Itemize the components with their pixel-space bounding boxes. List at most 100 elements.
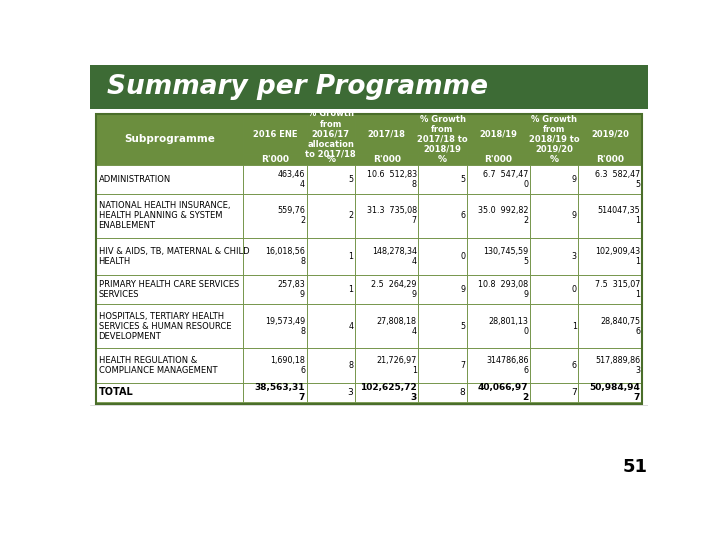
FancyBboxPatch shape <box>578 348 642 383</box>
FancyBboxPatch shape <box>467 154 530 165</box>
FancyBboxPatch shape <box>467 165 530 194</box>
Text: 1,690,18
6: 1,690,18 6 <box>270 356 305 375</box>
Text: HOSPITALS, TERTIARY HEALTH
SERVICES & HUMAN RESOURCE
DEVELOPMENT: HOSPITALS, TERTIARY HEALTH SERVICES & HU… <box>99 312 231 341</box>
Text: Subprogramme: Subprogramme <box>125 134 215 145</box>
Text: 102,625,72
3: 102,625,72 3 <box>360 383 417 402</box>
FancyBboxPatch shape <box>418 383 467 402</box>
Text: 2018/19: 2018/19 <box>480 130 517 139</box>
FancyBboxPatch shape <box>90 65 648 110</box>
FancyBboxPatch shape <box>96 305 243 348</box>
FancyBboxPatch shape <box>307 383 355 402</box>
Text: 4: 4 <box>348 322 354 330</box>
Text: 19,573,49
8: 19,573,49 8 <box>265 316 305 336</box>
FancyBboxPatch shape <box>418 305 467 348</box>
Text: 21,726,97
1: 21,726,97 1 <box>377 356 417 375</box>
FancyBboxPatch shape <box>96 383 243 402</box>
FancyBboxPatch shape <box>418 154 467 165</box>
Text: 8: 8 <box>459 388 465 397</box>
Text: 5: 5 <box>460 322 465 330</box>
Text: 6: 6 <box>572 361 577 370</box>
FancyBboxPatch shape <box>578 194 642 238</box>
Text: 3: 3 <box>348 388 354 397</box>
FancyBboxPatch shape <box>307 114 355 154</box>
FancyBboxPatch shape <box>467 238 530 275</box>
Text: 102,909,43
1: 102,909,43 1 <box>595 247 640 266</box>
FancyBboxPatch shape <box>578 165 642 194</box>
FancyBboxPatch shape <box>96 165 243 194</box>
FancyBboxPatch shape <box>355 238 418 275</box>
Text: 463,46
4: 463,46 4 <box>278 170 305 189</box>
Text: R'000: R'000 <box>485 155 513 164</box>
Text: % Growth
from
2016/17
allocation
to 2017/18: % Growth from 2016/17 allocation to 2017… <box>305 110 356 159</box>
FancyBboxPatch shape <box>578 275 642 305</box>
FancyBboxPatch shape <box>467 194 530 238</box>
FancyBboxPatch shape <box>530 154 578 165</box>
FancyBboxPatch shape <box>96 114 243 165</box>
Text: 130,745,59
5: 130,745,59 5 <box>483 247 528 266</box>
FancyBboxPatch shape <box>355 383 418 402</box>
FancyBboxPatch shape <box>418 114 467 154</box>
Text: %: % <box>550 155 559 164</box>
FancyBboxPatch shape <box>307 305 355 348</box>
FancyBboxPatch shape <box>96 238 243 275</box>
FancyBboxPatch shape <box>418 238 467 275</box>
FancyBboxPatch shape <box>307 194 355 238</box>
FancyBboxPatch shape <box>307 154 355 165</box>
Text: 27,808,18
4: 27,808,18 4 <box>377 316 417 336</box>
FancyBboxPatch shape <box>578 305 642 348</box>
FancyBboxPatch shape <box>243 238 307 275</box>
Text: 28,840,75
6: 28,840,75 6 <box>600 316 640 336</box>
Text: 1: 1 <box>572 322 577 330</box>
Text: 1: 1 <box>348 252 354 261</box>
FancyBboxPatch shape <box>307 275 355 305</box>
FancyBboxPatch shape <box>578 238 642 275</box>
FancyBboxPatch shape <box>243 154 307 165</box>
Text: % Growth
from
2018/19 to
2019/20: % Growth from 2018/19 to 2019/20 <box>529 114 580 154</box>
FancyBboxPatch shape <box>355 305 418 348</box>
FancyBboxPatch shape <box>530 165 578 194</box>
FancyBboxPatch shape <box>530 305 578 348</box>
FancyBboxPatch shape <box>530 238 578 275</box>
Text: HIV & AIDS, TB, MATERNAL & CHILD
HEALTH: HIV & AIDS, TB, MATERNAL & CHILD HEALTH <box>99 247 249 266</box>
FancyBboxPatch shape <box>355 154 418 165</box>
Text: 7: 7 <box>571 388 577 397</box>
Text: 6: 6 <box>460 211 465 220</box>
FancyBboxPatch shape <box>467 275 530 305</box>
FancyBboxPatch shape <box>530 194 578 238</box>
Text: 514047,35
1: 514047,35 1 <box>598 206 640 225</box>
Text: R'000: R'000 <box>596 155 624 164</box>
FancyBboxPatch shape <box>467 348 530 383</box>
FancyBboxPatch shape <box>355 194 418 238</box>
Text: 38,563,31
7: 38,563,31 7 <box>255 383 305 402</box>
Text: 5: 5 <box>348 175 354 184</box>
Text: 559,76
2: 559,76 2 <box>277 206 305 225</box>
FancyBboxPatch shape <box>578 154 642 165</box>
FancyBboxPatch shape <box>307 165 355 194</box>
FancyBboxPatch shape <box>243 165 307 194</box>
FancyBboxPatch shape <box>243 383 307 402</box>
FancyBboxPatch shape <box>418 194 467 238</box>
FancyBboxPatch shape <box>418 165 467 194</box>
Text: R'000: R'000 <box>373 155 400 164</box>
FancyBboxPatch shape <box>243 275 307 305</box>
FancyBboxPatch shape <box>467 383 530 402</box>
FancyBboxPatch shape <box>355 348 418 383</box>
Text: 7: 7 <box>460 361 465 370</box>
FancyBboxPatch shape <box>243 348 307 383</box>
Text: 5: 5 <box>460 175 465 184</box>
Text: 9: 9 <box>572 211 577 220</box>
Text: HEALTH REGULATION &
COMPLIANCE MANAGEMENT: HEALTH REGULATION & COMPLIANCE MANAGEMEN… <box>99 356 217 375</box>
Text: 517,889,86
3: 517,889,86 3 <box>595 356 640 375</box>
Text: 7.5  315,07
1: 7.5 315,07 1 <box>595 280 640 299</box>
Text: 148,278,34
4: 148,278,34 4 <box>372 247 417 266</box>
FancyBboxPatch shape <box>578 114 642 154</box>
Text: 3: 3 <box>572 252 577 261</box>
FancyBboxPatch shape <box>355 165 418 194</box>
FancyBboxPatch shape <box>530 348 578 383</box>
Text: 1: 1 <box>348 285 354 294</box>
Text: NATIONAL HEALTH INSURANCE,
HEALTH PLANNING & SYSTEM
ENABLEMENT: NATIONAL HEALTH INSURANCE, HEALTH PLANNI… <box>99 201 230 230</box>
Text: % Growth
from
2017/18 to
2018/19: % Growth from 2017/18 to 2018/19 <box>417 114 468 154</box>
Text: 35.0  992,82
2: 35.0 992,82 2 <box>478 206 528 225</box>
Text: %: % <box>326 155 336 164</box>
Text: %: % <box>438 155 447 164</box>
